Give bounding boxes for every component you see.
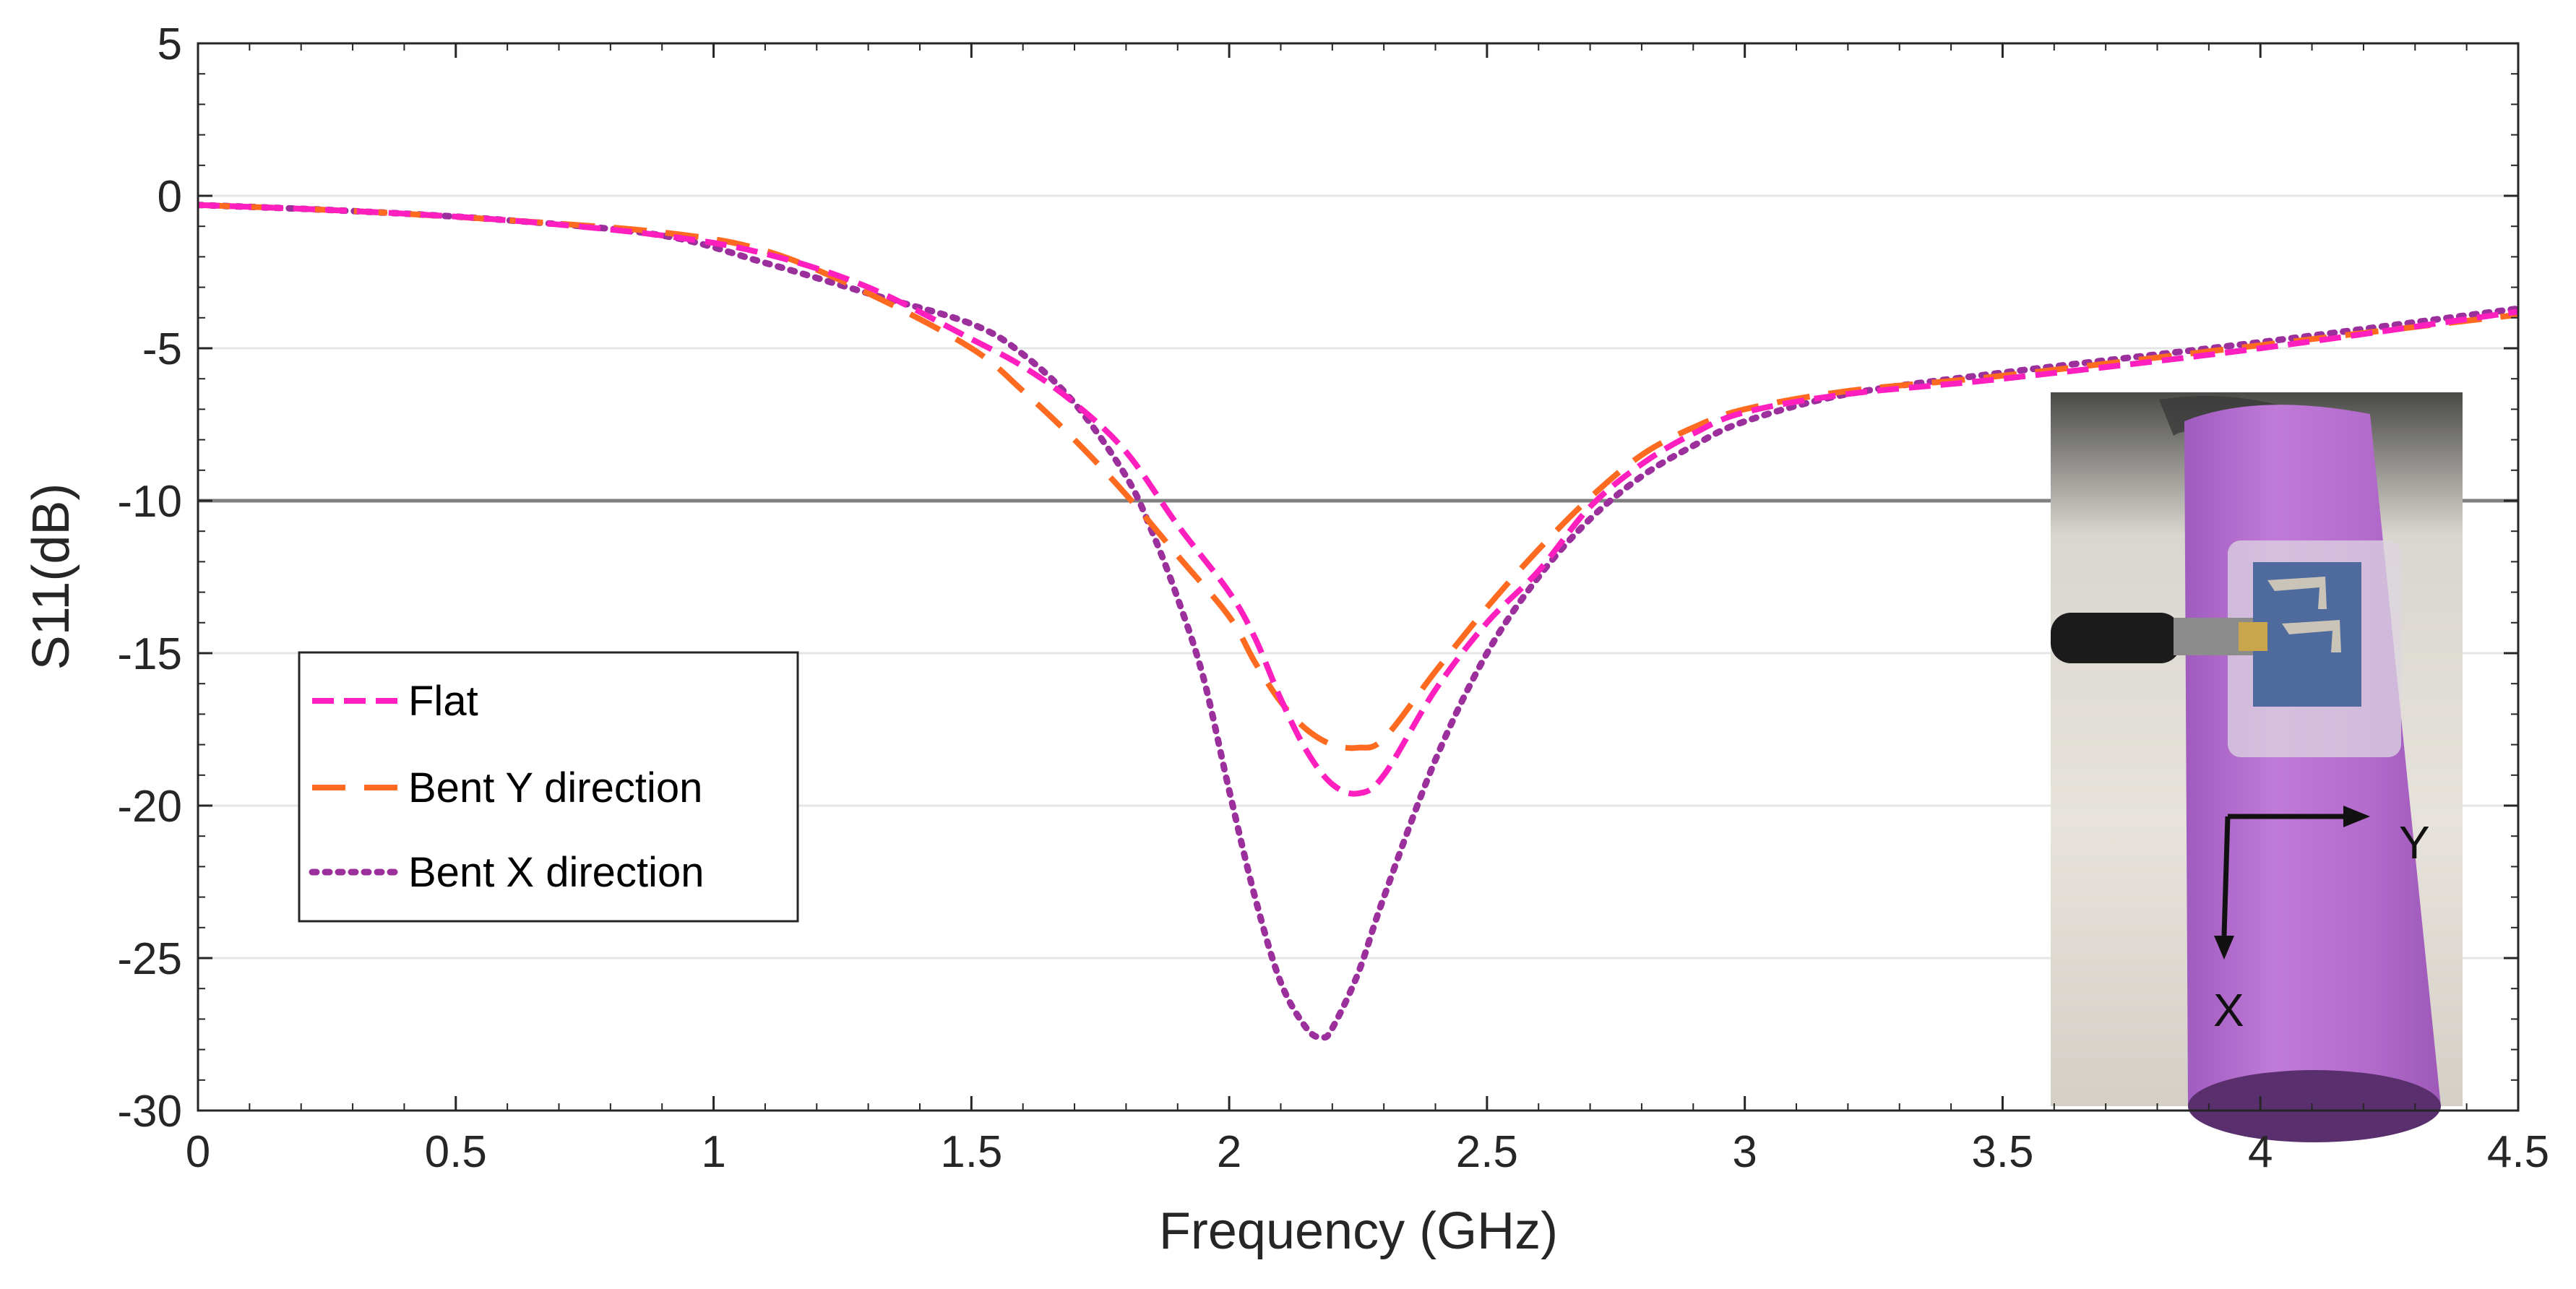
y-tick-label: -30: [117, 1087, 182, 1137]
x-tick-label: 2: [1217, 1127, 1241, 1177]
x-tick-label: 0: [186, 1127, 210, 1177]
x-tick-label: 4: [2248, 1127, 2273, 1177]
y-tick-label: -10: [117, 477, 182, 527]
x-tick-label: 1.5: [940, 1127, 1002, 1177]
inset-tube-opening: [2188, 1070, 2441, 1142]
series-line-bent-y-direction: [198, 202, 2518, 751]
x-axis-title: Frequency (GHz): [1159, 1202, 1558, 1260]
x-tick-label: 4.5: [2487, 1127, 2549, 1177]
legend-label-bent-y: Bent Y direction: [408, 764, 702, 811]
axes-frame: [197, 42, 2520, 1112]
x-tick-label: 1: [701, 1127, 725, 1177]
y-tick-label: 5: [158, 20, 182, 69]
y-axis-title: S11(dB): [22, 483, 80, 671]
x-tick-label: 0.5: [425, 1127, 487, 1177]
legend-label-bent-x: Bent X direction: [408, 849, 704, 896]
series-line-bent-x-direction: [198, 202, 2518, 1041]
x-tick-label: 3.5: [1971, 1127, 2033, 1177]
inset-x-arrowhead: [2214, 936, 2234, 960]
x-tick-label: 3: [1732, 1127, 1757, 1177]
tick-marks: [197, 42, 2520, 1112]
inset-x-arrow-line: [2221, 816, 2231, 936]
inset-connector-pin: [2239, 622, 2267, 651]
y-tick-label: -25: [117, 934, 182, 984]
inset-antenna-pattern: [2267, 577, 2341, 652]
inset-cable: [2051, 613, 2181, 663]
y-tick-label: 0: [158, 172, 182, 222]
y-tick-label: -20: [117, 782, 182, 832]
y-tick-label: -5: [142, 324, 182, 374]
tick-labels: 50-5-10-15-20-25-300 0.5 1 1.5 2 2.5 3 3.5 4 4.5: [117, 20, 2549, 1177]
inset-x-label: X: [2213, 984, 2244, 1036]
y-tick-label: -15: [117, 629, 182, 679]
inset-y-arrowhead: [2343, 806, 2370, 827]
legend-label-flat: Flat: [408, 678, 478, 725]
series-layer: [198, 202, 2518, 1041]
series-line-flat: [198, 202, 2518, 797]
inset-y-label: Y: [2399, 816, 2430, 868]
x-tick-label: 2.5: [1456, 1127, 1518, 1177]
inset-photo: X Y: [2051, 392, 2463, 1142]
legend: Flat Bent Y direction Bent X direction: [298, 651, 799, 923]
